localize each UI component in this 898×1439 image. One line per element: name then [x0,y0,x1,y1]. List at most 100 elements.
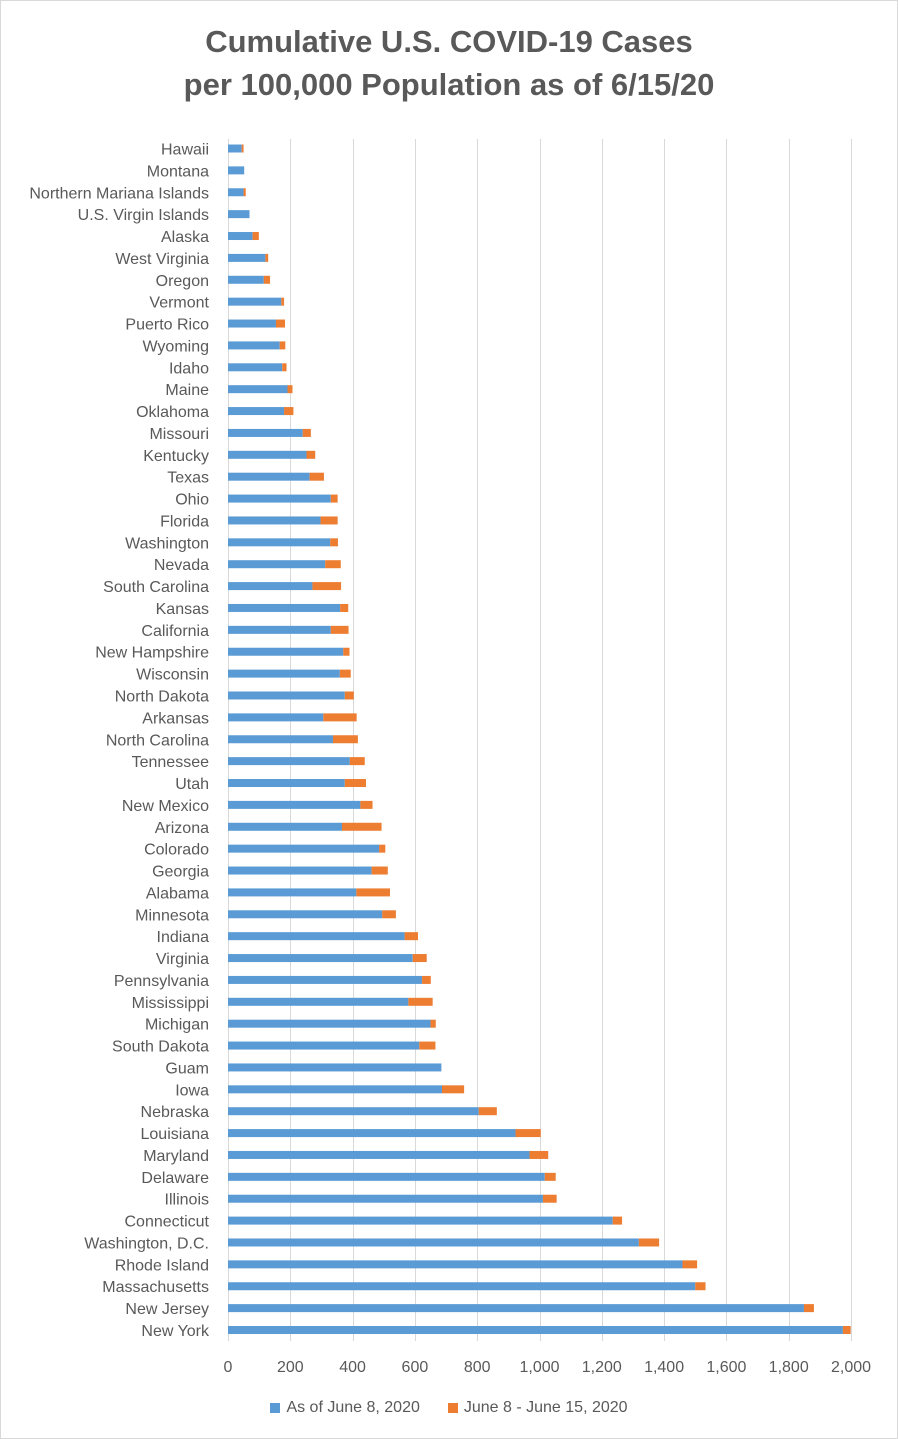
legend-swatch-series-1 [270,1403,281,1413]
x-tick-label: 600 [402,1359,429,1376]
bar-june-8-to-15 [287,385,293,394]
bar-as-of-june-8 [228,516,321,525]
bar-as-of-june-8 [228,625,331,634]
bar-june-8-to-15 [515,1129,541,1138]
bar-june-8-to-15 [252,232,259,241]
bar-june-8-to-15 [282,363,287,372]
chart-title-line-1: Cumulative U.S. COVID-19 Cases [205,24,693,59]
bar-june-8-to-15 [320,516,338,525]
bar-as-of-june-8 [228,144,242,153]
bar-june-8-to-15 [306,450,316,459]
bar-june-8-to-15 [343,647,350,656]
category-label: Wisconsin [136,667,209,684]
category-label: Ohio [175,492,209,509]
bar-as-of-june-8 [228,428,303,437]
category-label: Washington, D.C. [84,1235,209,1252]
bar-as-of-june-8 [228,297,282,306]
bar-june-8-to-15 [612,1216,623,1225]
bar-june-8-to-15 [542,1194,557,1203]
category-label: Kansas [156,601,209,618]
bar-june-8-to-15 [284,407,294,416]
bar-as-of-june-8 [228,450,307,459]
x-tick-labels: 0 200 400 600 800 1,000 1,200 1,400 1,600 1,800 2,… [224,1359,872,1376]
bar-as-of-june-8 [228,1172,545,1181]
bar-june-8-to-15 [803,1304,814,1313]
category-label: U.S. Virgin Islands [78,207,209,224]
chart-title-line-2: per 100,000 Population as of 6/15/20 [183,67,715,102]
legend-swatch-series-2 [447,1403,458,1413]
bar-as-of-june-8 [228,363,283,372]
category-label: Alaska [161,229,209,246]
bar-as-of-june-8 [228,407,285,416]
x-tick-label: 1,600 [706,1359,746,1376]
bar-june-8-to-15 [382,910,396,919]
bar-june-8-to-15 [638,1238,660,1247]
bar-june-8-to-15 [323,713,357,722]
category-label: Vermont [149,295,209,312]
category-label: Delaware [141,1170,209,1187]
category-label: Alabama [146,885,209,902]
bar-june-8-to-15 [349,757,365,766]
category-label: Mississippi [132,995,209,1012]
bar-as-of-june-8 [228,1150,530,1159]
bar-as-of-june-8 [228,319,276,328]
bar-as-of-june-8 [228,603,341,612]
bar-as-of-june-8 [228,472,310,481]
bar-as-of-june-8 [228,932,405,941]
category-label: Tennessee [132,754,209,771]
category-label: Nebraska [141,1104,210,1121]
x-tick-label: 0 [224,1359,233,1376]
category-label: Colorado [144,842,209,859]
bar-june-8-to-15 [263,275,271,284]
bar-june-8-to-15 [544,1172,556,1181]
category-label: Hawaii [161,142,209,159]
bar-june-8-to-15 [312,582,342,591]
category-label: North Carolina [106,732,209,749]
bar-as-of-june-8 [228,888,357,897]
bar-as-of-june-8 [228,1107,479,1116]
bar-june-8-to-15 [344,691,354,700]
bar-june-8-to-15 [356,888,390,897]
bar-june-8-to-15 [412,954,427,963]
bar-june-8-to-15 [404,932,419,941]
category-label: Massachusetts [102,1279,209,1296]
bar-as-of-june-8 [228,1019,431,1028]
bar-as-of-june-8 [228,779,345,788]
bar-june-8-to-15 [529,1150,549,1159]
x-tick-label: 1,200 [582,1359,622,1376]
bar-june-8-to-15 [281,297,285,306]
bar-as-of-june-8 [228,866,372,875]
x-tick-label: 400 [339,1359,366,1376]
legend-item-series-1: As of June 8, 2020 [270,1399,420,1417]
bar-as-of-june-8 [228,1129,516,1138]
bar-as-of-june-8 [228,713,324,722]
bar-june-8-to-15 [371,866,388,875]
bar-as-of-june-8 [228,210,250,219]
category-label: Iowa [175,1082,209,1099]
category-label: Utah [175,776,209,793]
bar-as-of-june-8 [228,582,313,591]
legend-item-series-2: June 8 - June 15, 2020 [447,1399,628,1417]
bar-as-of-june-8 [228,669,340,678]
category-label: New York [141,1323,210,1340]
bar-june-8-to-15 [275,319,286,328]
bar-as-of-june-8 [228,1216,613,1225]
category-label: New Mexico [122,798,209,815]
bar-as-of-june-8 [228,232,253,241]
category-label: Connecticut [125,1214,210,1231]
bar-june-8-to-15 [243,188,246,197]
bar-june-8-to-15 [332,735,358,744]
category-label: South Carolina [103,579,209,596]
category-label: Rhode Island [115,1257,209,1274]
category-label: Arkansas [142,710,209,727]
category-label: Georgia [152,864,209,881]
bar-as-of-june-8 [228,1282,696,1291]
category-label: Nevada [154,557,209,574]
category-label: Texas [167,470,209,487]
category-label: Florida [160,513,209,530]
bar-as-of-june-8 [228,494,331,503]
bar-as-of-june-8 [228,1085,443,1094]
bar-as-of-june-8 [228,997,409,1006]
bar-june-8-to-15 [330,494,338,503]
bar-as-of-june-8 [228,1063,442,1072]
